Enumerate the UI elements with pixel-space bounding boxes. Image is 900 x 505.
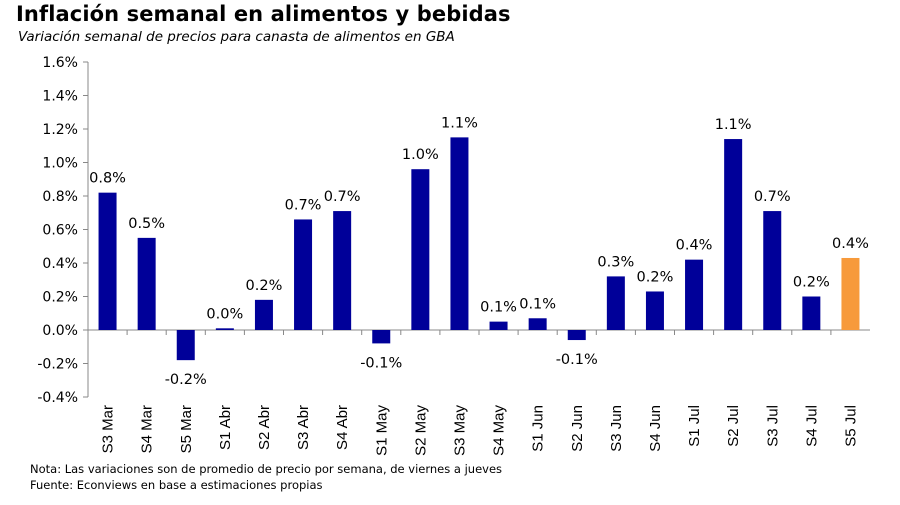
bar (372, 330, 391, 344)
y-tick-label: -0.2% (37, 357, 78, 373)
x-tick-label: S3 Mar (100, 405, 117, 453)
y-tick-label: 0.0% (42, 323, 78, 339)
bar (137, 237, 156, 330)
x-tick-label: S4 Jul (803, 405, 820, 447)
bar (254, 299, 273, 330)
bar (685, 259, 704, 330)
x-tick-label: S4 Abr (334, 405, 351, 450)
y-tick-label: 1.2% (42, 122, 78, 138)
data-label: 0.7% (285, 197, 322, 213)
x-tick-label: S5 Mar (178, 405, 195, 453)
chart-title: Inflación semanal en alimentos y bebidas (16, 2, 511, 26)
x-tick-label: S1 Jul (686, 405, 703, 447)
data-label: 0.7% (324, 189, 361, 205)
x-tick-label: S3 Jul (764, 405, 781, 447)
x-tick-label: S3 Abr (295, 405, 312, 450)
data-label: 0.4% (832, 236, 869, 252)
data-label: 1.1% (441, 115, 478, 131)
data-label: 0.3% (597, 254, 634, 270)
bar (215, 328, 234, 330)
data-label: 0.4% (676, 238, 713, 254)
x-tick-label: S2 Jul (725, 405, 742, 447)
bar (841, 257, 860, 330)
x-tick-label: S1 Jun (530, 405, 547, 452)
note-text: Nota: Las variaciones son de promedio de… (30, 462, 503, 476)
x-tick-label: S2 Jun (569, 405, 586, 452)
bar (606, 276, 625, 330)
data-label: 0.1% (480, 300, 517, 316)
data-label: 0.1% (519, 296, 556, 312)
data-label: 0.5% (128, 216, 165, 232)
chart-subtitle: Variación semanal de precios para canast… (18, 29, 455, 45)
x-tick-label: S3 May (451, 405, 468, 456)
bar (333, 211, 352, 330)
bar (294, 219, 313, 330)
data-label: -0.1% (556, 352, 598, 368)
x-tick-label: S4 Mar (139, 405, 156, 453)
bar (411, 169, 430, 330)
x-tick-label: S4 May (491, 405, 508, 456)
data-label: 0.8% (89, 171, 126, 187)
x-tick-label: S2 Abr (256, 405, 273, 450)
data-label: 0.0% (206, 306, 243, 322)
y-tick-label: 0.4% (42, 256, 78, 272)
x-tick-label: S4 Jun (647, 405, 664, 452)
bar (645, 291, 664, 330)
bar (763, 211, 782, 330)
y-tick-label: 1.6% (42, 55, 78, 71)
x-tick-label: S2 May (412, 405, 429, 456)
data-label: -0.1% (360, 355, 402, 371)
bar (98, 192, 117, 330)
bar (450, 137, 469, 330)
bar (567, 330, 586, 341)
data-label: 0.7% (754, 189, 791, 205)
data-label: 0.2% (793, 275, 830, 291)
y-tick-label: 0.8% (42, 189, 78, 205)
x-tick-label: S5 Jul (842, 405, 859, 447)
y-tick-label: 1.4% (42, 89, 78, 105)
y-tick-label: -0.4% (37, 390, 78, 406)
data-label: 0.2% (246, 278, 283, 294)
data-label: -0.2% (165, 372, 207, 388)
data-label: 1.1% (715, 117, 752, 133)
bar (489, 321, 508, 330)
bar (176, 330, 195, 361)
y-tick-label: 1.0% (42, 156, 78, 172)
data-label: 0.2% (637, 269, 674, 285)
y-tick-label: 0.6% (42, 223, 78, 239)
y-tick-label: 0.2% (42, 290, 78, 306)
bar (528, 318, 547, 330)
bar (724, 139, 743, 330)
data-label: 1.0% (402, 147, 439, 163)
x-tick-label: S1 May (373, 405, 390, 456)
bar (802, 296, 821, 330)
x-tick-label: S1 Abr (217, 405, 234, 450)
x-tick-label: S3 Jun (608, 405, 625, 452)
chart-notes: Nota: Las variaciones son de promedio de… (30, 461, 502, 493)
source-text: Fuente: Econviews en base a estimaciones… (30, 478, 323, 492)
